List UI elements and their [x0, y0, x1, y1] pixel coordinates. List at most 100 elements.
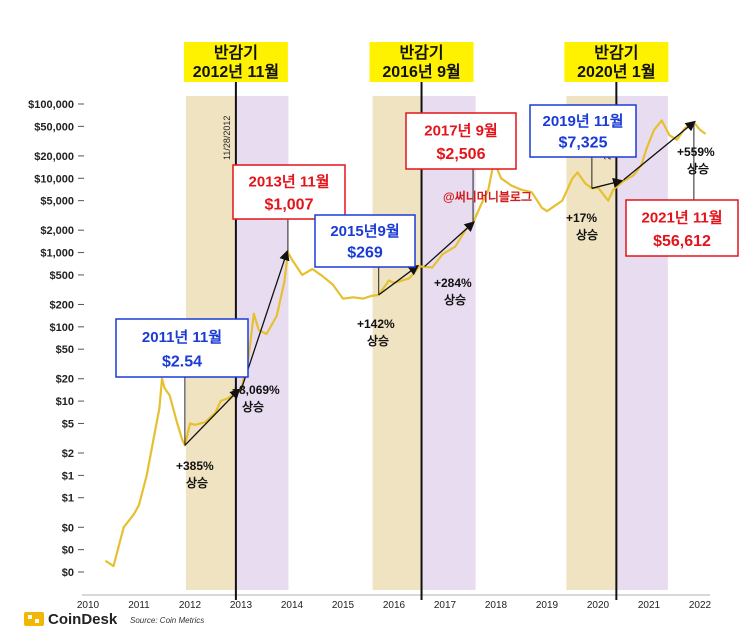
price-point	[275, 315, 278, 317]
y-tick-label: $50,000	[34, 121, 74, 133]
y-tick-label: $10,000	[34, 173, 74, 185]
halving-date-label: 11/28/2012	[222, 116, 232, 160]
x-tick-label: 2010	[77, 600, 100, 611]
price-point	[370, 295, 372, 297]
x-tick-label: 2022	[689, 600, 712, 611]
x-tick-label: 2020	[587, 600, 610, 611]
brand-name: CoinDesk	[48, 611, 118, 628]
price-point	[607, 199, 610, 202]
price-point	[189, 422, 191, 425]
price-point	[122, 526, 125, 529]
price-point	[168, 394, 171, 397]
x-tick-label: 2016	[383, 600, 406, 611]
price-point	[194, 423, 197, 426]
price-callout-value: $1,007	[265, 196, 314, 213]
halving-label-line1: 반감기	[594, 43, 638, 62]
price-callout-date: 2015년9월	[330, 223, 399, 240]
price-point	[321, 275, 324, 278]
price-point	[112, 565, 115, 568]
gain-percent: +559%	[677, 145, 715, 159]
gain-arrow	[623, 120, 696, 181]
y-tick-label: $100	[50, 322, 74, 334]
price-callout-value: $56,612	[653, 233, 711, 250]
price-point	[541, 206, 543, 209]
price-point	[161, 377, 163, 380]
price-callout-box	[625, 199, 739, 257]
halving-label-line2: 2020년 1월	[577, 62, 655, 81]
price-callout-value: $2.54	[162, 354, 202, 371]
price-callout-date: 2019년 11월	[543, 113, 624, 130]
y-tick-label: $1,000	[40, 248, 74, 260]
price-point	[487, 188, 490, 191]
price-point	[145, 474, 148, 477]
halving-band	[616, 96, 668, 590]
gain-percent: +385%	[176, 459, 214, 473]
price-callout-value: $2,506	[437, 146, 486, 163]
price-callout-date: 2013년 11월	[249, 174, 330, 191]
price-point	[653, 128, 655, 131]
gain-percent: +284%	[434, 276, 472, 290]
price-point	[612, 188, 615, 191]
price-point	[645, 147, 648, 150]
halving-band	[372, 96, 422, 590]
price-point	[265, 333, 268, 335]
price-point	[301, 274, 304, 276]
price-point	[454, 245, 457, 248]
price-callout-box	[314, 214, 416, 268]
halving-label-line1: 반감기	[214, 43, 258, 62]
price-point	[546, 210, 548, 213]
price-point	[388, 279, 390, 282]
x-tick-label: 2015	[332, 600, 355, 611]
price-point	[252, 312, 255, 315]
watermark-text: @써니머니블로그	[443, 189, 532, 204]
price-point	[181, 439, 184, 441]
y-tick-label: $500	[50, 270, 74, 282]
x-tick-label: 2018	[485, 600, 508, 611]
price-point	[204, 421, 207, 424]
price-callout-box	[232, 164, 346, 220]
price-point	[352, 296, 355, 299]
halving-label-line2: 2016년 9월	[382, 62, 460, 81]
halving-label-bg	[183, 42, 288, 82]
price-callout-box	[115, 318, 249, 378]
y-tick-label: $10	[56, 396, 74, 408]
price-point	[104, 560, 107, 563]
x-tick-label: 2014	[281, 600, 304, 611]
price-callout-value: $7,325	[559, 135, 608, 152]
price-point	[362, 297, 365, 300]
price-point	[622, 180, 625, 182]
gain-arrow	[378, 264, 420, 296]
y-tick-label: $5,000	[40, 196, 74, 208]
y-tick-label: $2	[62, 448, 74, 460]
price-point	[418, 265, 421, 268]
price-point	[704, 132, 706, 135]
price-point	[584, 182, 587, 185]
price-point	[660, 119, 663, 122]
y-tick-label: $100,000	[28, 99, 74, 111]
halving-band	[421, 96, 476, 590]
halving-band	[566, 96, 617, 590]
halving-label-bg	[369, 42, 474, 82]
price-point	[219, 400, 222, 402]
price-point	[520, 188, 523, 191]
price-point	[571, 177, 574, 180]
price-point	[138, 504, 140, 506]
price-point	[331, 283, 334, 286]
price-point	[500, 177, 502, 180]
price-point	[283, 281, 286, 284]
y-tick-label: $0	[62, 522, 74, 534]
price-point	[668, 134, 671, 137]
y-tick-label: $20	[56, 374, 74, 386]
price-point	[699, 128, 701, 131]
price-callout-date: 2017년 9월	[424, 122, 497, 139]
gain-label: 상승	[242, 399, 264, 414]
x-axis-ticks: 2010 2011 2012 2013 2014 2015 2016 2017 2018 2019…	[77, 594, 712, 611]
gain-label: 상승	[186, 475, 208, 490]
gain-percent: +142%	[357, 317, 395, 331]
price-point	[479, 204, 482, 207]
price-callout-box	[529, 104, 637, 158]
gain-arrow	[184, 388, 241, 446]
gain-arrow	[424, 221, 475, 267]
y-tick-label: $0	[62, 545, 74, 557]
